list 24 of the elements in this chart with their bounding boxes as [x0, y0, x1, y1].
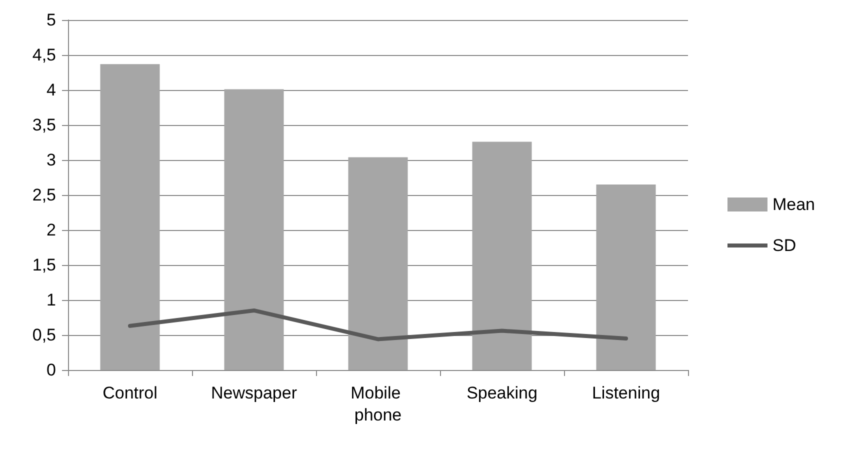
bar: [472, 142, 532, 370]
y-tick-label: 1: [46, 290, 56, 310]
y-tick-label: 2: [46, 220, 56, 240]
legend-label: SD: [772, 236, 796, 255]
legend-label: Mean: [772, 195, 816, 214]
y-tick-label: 4,5: [32, 46, 56, 64]
y-tick-label: 0: [46, 360, 56, 380]
y-tick-label: 2,5: [32, 186, 56, 204]
y-tick-label: 1,5: [32, 256, 56, 274]
x-tick-label: Listening: [592, 384, 660, 402]
x-tick-label: Newspaper: [211, 384, 298, 402]
y-tick-label: 3,5: [32, 116, 56, 134]
line-series: [128, 308, 628, 342]
y-tick-label: 5: [46, 10, 56, 30]
y-tick-label: 3: [46, 150, 56, 170]
bar: [348, 157, 408, 370]
y-tick-label: 0,5: [32, 326, 56, 344]
x-tick-label: Speaking: [466, 384, 538, 402]
bar: [596, 184, 656, 370]
x-tick-label: Mobile phone: [350, 384, 406, 424]
bar: [100, 64, 160, 370]
y-tick-label: 4: [46, 80, 56, 100]
x-tick-label: Control: [102, 384, 158, 402]
bar: [224, 89, 284, 370]
